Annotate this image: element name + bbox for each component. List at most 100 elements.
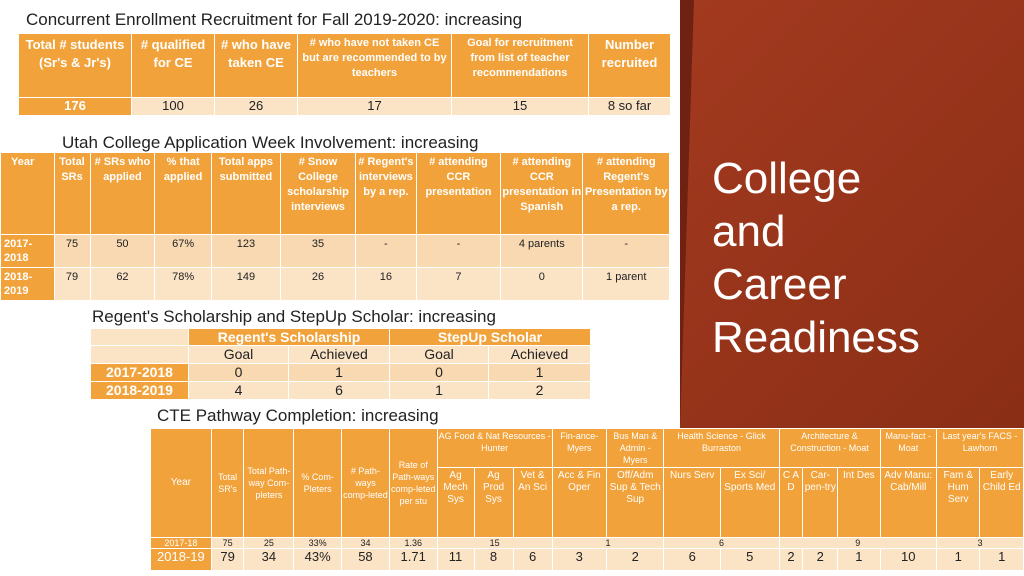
group-header: Last year's FACS - Lawhorn <box>935 428 1024 468</box>
col-header: Total SRs <box>53 152 91 235</box>
table-cell: 78% <box>154 267 212 301</box>
table-cell: 1 <box>389 381 489 400</box>
table-cell: 6 <box>663 537 780 549</box>
col-header: # attending CCR presentation in Spanish <box>500 152 584 235</box>
table-row: 2017-2018 75 50 67% 123 35 - - 4 parents… <box>0 234 670 268</box>
table-cell: 123 <box>210 234 281 268</box>
table-cell: 0 <box>188 363 289 382</box>
table-cell: 3 <box>935 537 1024 549</box>
table-row: 2018-19 79 34 43% 58 1.71 11 8 6 3 2 6 5… <box>150 548 1024 571</box>
table-cell: 0 <box>500 267 584 301</box>
sub-header: Vet & An Sci <box>512 467 553 538</box>
table-cell: 17 <box>297 97 452 116</box>
col-header: # attending CCR presentation <box>415 152 502 235</box>
table-cell: 2 <box>488 381 591 400</box>
sub-header: Early Child Ed <box>979 467 1024 538</box>
sub-header: Int Des <box>837 467 881 538</box>
row-year: 2017-2018 <box>90 363 189 382</box>
cte-pathway-table: Year Total SR's Total Path-way Com-plete… <box>150 428 1024 571</box>
table-row: 2018-2019 79 62 78% 149 26 16 7 0 1 pare… <box>0 267 670 301</box>
col-header: Rate of Path-ways comp-leted per stu <box>388 428 438 538</box>
col-header: Total # students (Sr's & Jr's) <box>18 33 132 98</box>
sub-header: Ag Mech Sys <box>436 467 475 538</box>
table-cell: 5 <box>719 548 780 571</box>
sub-header: Off/Adm Sup & Tech Sup <box>605 467 665 538</box>
table-cell: 16 <box>355 267 417 301</box>
table-cell: 100 <box>131 97 215 116</box>
table-cell: - <box>582 234 670 268</box>
table-cell: - <box>355 234 417 268</box>
regents-stepup-table: Regent's Scholarship StepUp Scholar Goal… <box>90 328 591 400</box>
table-cell: 79 <box>53 267 91 301</box>
table-cell: 1 <box>488 363 591 382</box>
col-header: # Snow College scholarship interviews <box>279 152 357 235</box>
table-cell: 33% <box>293 537 343 549</box>
sub-header: Achieved <box>488 345 591 364</box>
section-title-college-application-week: Utah College Application Week Involvemen… <box>62 133 479 152</box>
col-header: % that applied <box>154 152 212 235</box>
group-header: Manu-fact - Moat <box>879 428 937 468</box>
row-year: 2017-18 <box>150 537 212 549</box>
sub-header: Achieved <box>288 345 390 364</box>
section-title-concurrent-enrollment: Concurrent Enrollment Recruitment for Fa… <box>26 10 523 29</box>
title-line: College <box>712 154 862 203</box>
table-cell: 50 <box>89 234 156 268</box>
table-cell: 4 parents <box>500 234 584 268</box>
title-line: and <box>712 207 786 256</box>
row-year: 2018-19 <box>150 548 212 571</box>
table-cell: 1 <box>979 548 1024 571</box>
table-cell: 79 <box>210 548 245 571</box>
table-cell: 3 <box>551 548 607 571</box>
table-cell: 10 <box>879 548 937 571</box>
sub-header: Acc & Fin Oper <box>551 467 607 538</box>
table-cell: 34 <box>243 548 295 571</box>
row-year: 2017-2018 <box>0 234 55 268</box>
slide-title: College and Career Readiness <box>712 152 920 364</box>
col-header: Year <box>150 428 212 538</box>
table-cell: 0 <box>389 363 489 382</box>
sub-header: Ag Prod Sys <box>473 467 514 538</box>
table-row: 2017-18 75 25 33% 34 1.36 15 1 6 9 3 <box>150 537 1024 549</box>
table-cell: 1.36 <box>388 537 438 549</box>
table-cell: - <box>415 234 502 268</box>
group-header: Health Science - Glick Burraston <box>663 428 780 468</box>
table-cell: 1 <box>837 548 881 571</box>
table-cell: 62 <box>89 267 156 301</box>
table-cell: 1 <box>288 363 390 382</box>
group-header: Regent's Scholarship <box>188 328 390 346</box>
table-cell: 8 so far <box>588 97 671 116</box>
sub-header: Fam & Hum Serv <box>935 467 981 538</box>
table-cell: 15 <box>451 97 589 116</box>
col-header: # qualified for CE <box>131 33 215 98</box>
table-cell: 9 <box>778 537 937 549</box>
table-cell: 8 <box>473 548 514 571</box>
col-header: # who have not taken CE but are recommen… <box>297 33 452 98</box>
group-header: AG Food & Nat Resources - Hunter <box>436 428 553 468</box>
table-cell: 15 <box>436 537 553 549</box>
col-header: # Path-ways comp-leted <box>341 428 390 538</box>
col-header: % Com-Pleters <box>293 428 343 538</box>
table-cell: 149 <box>210 267 281 301</box>
table-cell: 6 <box>288 381 390 400</box>
concurrent-enrollment-table: Total # students (Sr's & Jr's) # qualifi… <box>18 33 671 116</box>
table-cell: 43% <box>293 548 343 571</box>
col-header: Number recruited <box>588 33 671 98</box>
group-header: Architecture & Construction - Moat <box>778 428 881 468</box>
table-cell: 58 <box>341 548 390 571</box>
sub-header: C A D <box>778 467 804 538</box>
col-header: Goal for recruitment from list of teache… <box>451 33 589 98</box>
table-cell: 35 <box>279 234 357 268</box>
sub-header: Ex Sci/ Sports Med <box>719 467 780 538</box>
table-cell: 34 <box>341 537 390 549</box>
college-application-week-table: Year Total SRs # SRs who applied % that … <box>0 152 670 301</box>
table-cell: 75 <box>53 234 91 268</box>
title-line: Readiness <box>712 313 920 362</box>
table-cell: 1.71 <box>388 548 438 571</box>
table-cell: 2 <box>778 548 804 571</box>
title-panel <box>680 0 1024 430</box>
row-year: 2018-2019 <box>0 267 55 301</box>
sub-header: Adv Manu: Cab/Mill <box>879 467 937 538</box>
section-title-regents-stepup: Regent's Scholarship and StepUp Scholar:… <box>92 307 496 326</box>
sub-header: Nurs Serv <box>663 467 721 538</box>
table-cell: 4 <box>188 381 289 400</box>
